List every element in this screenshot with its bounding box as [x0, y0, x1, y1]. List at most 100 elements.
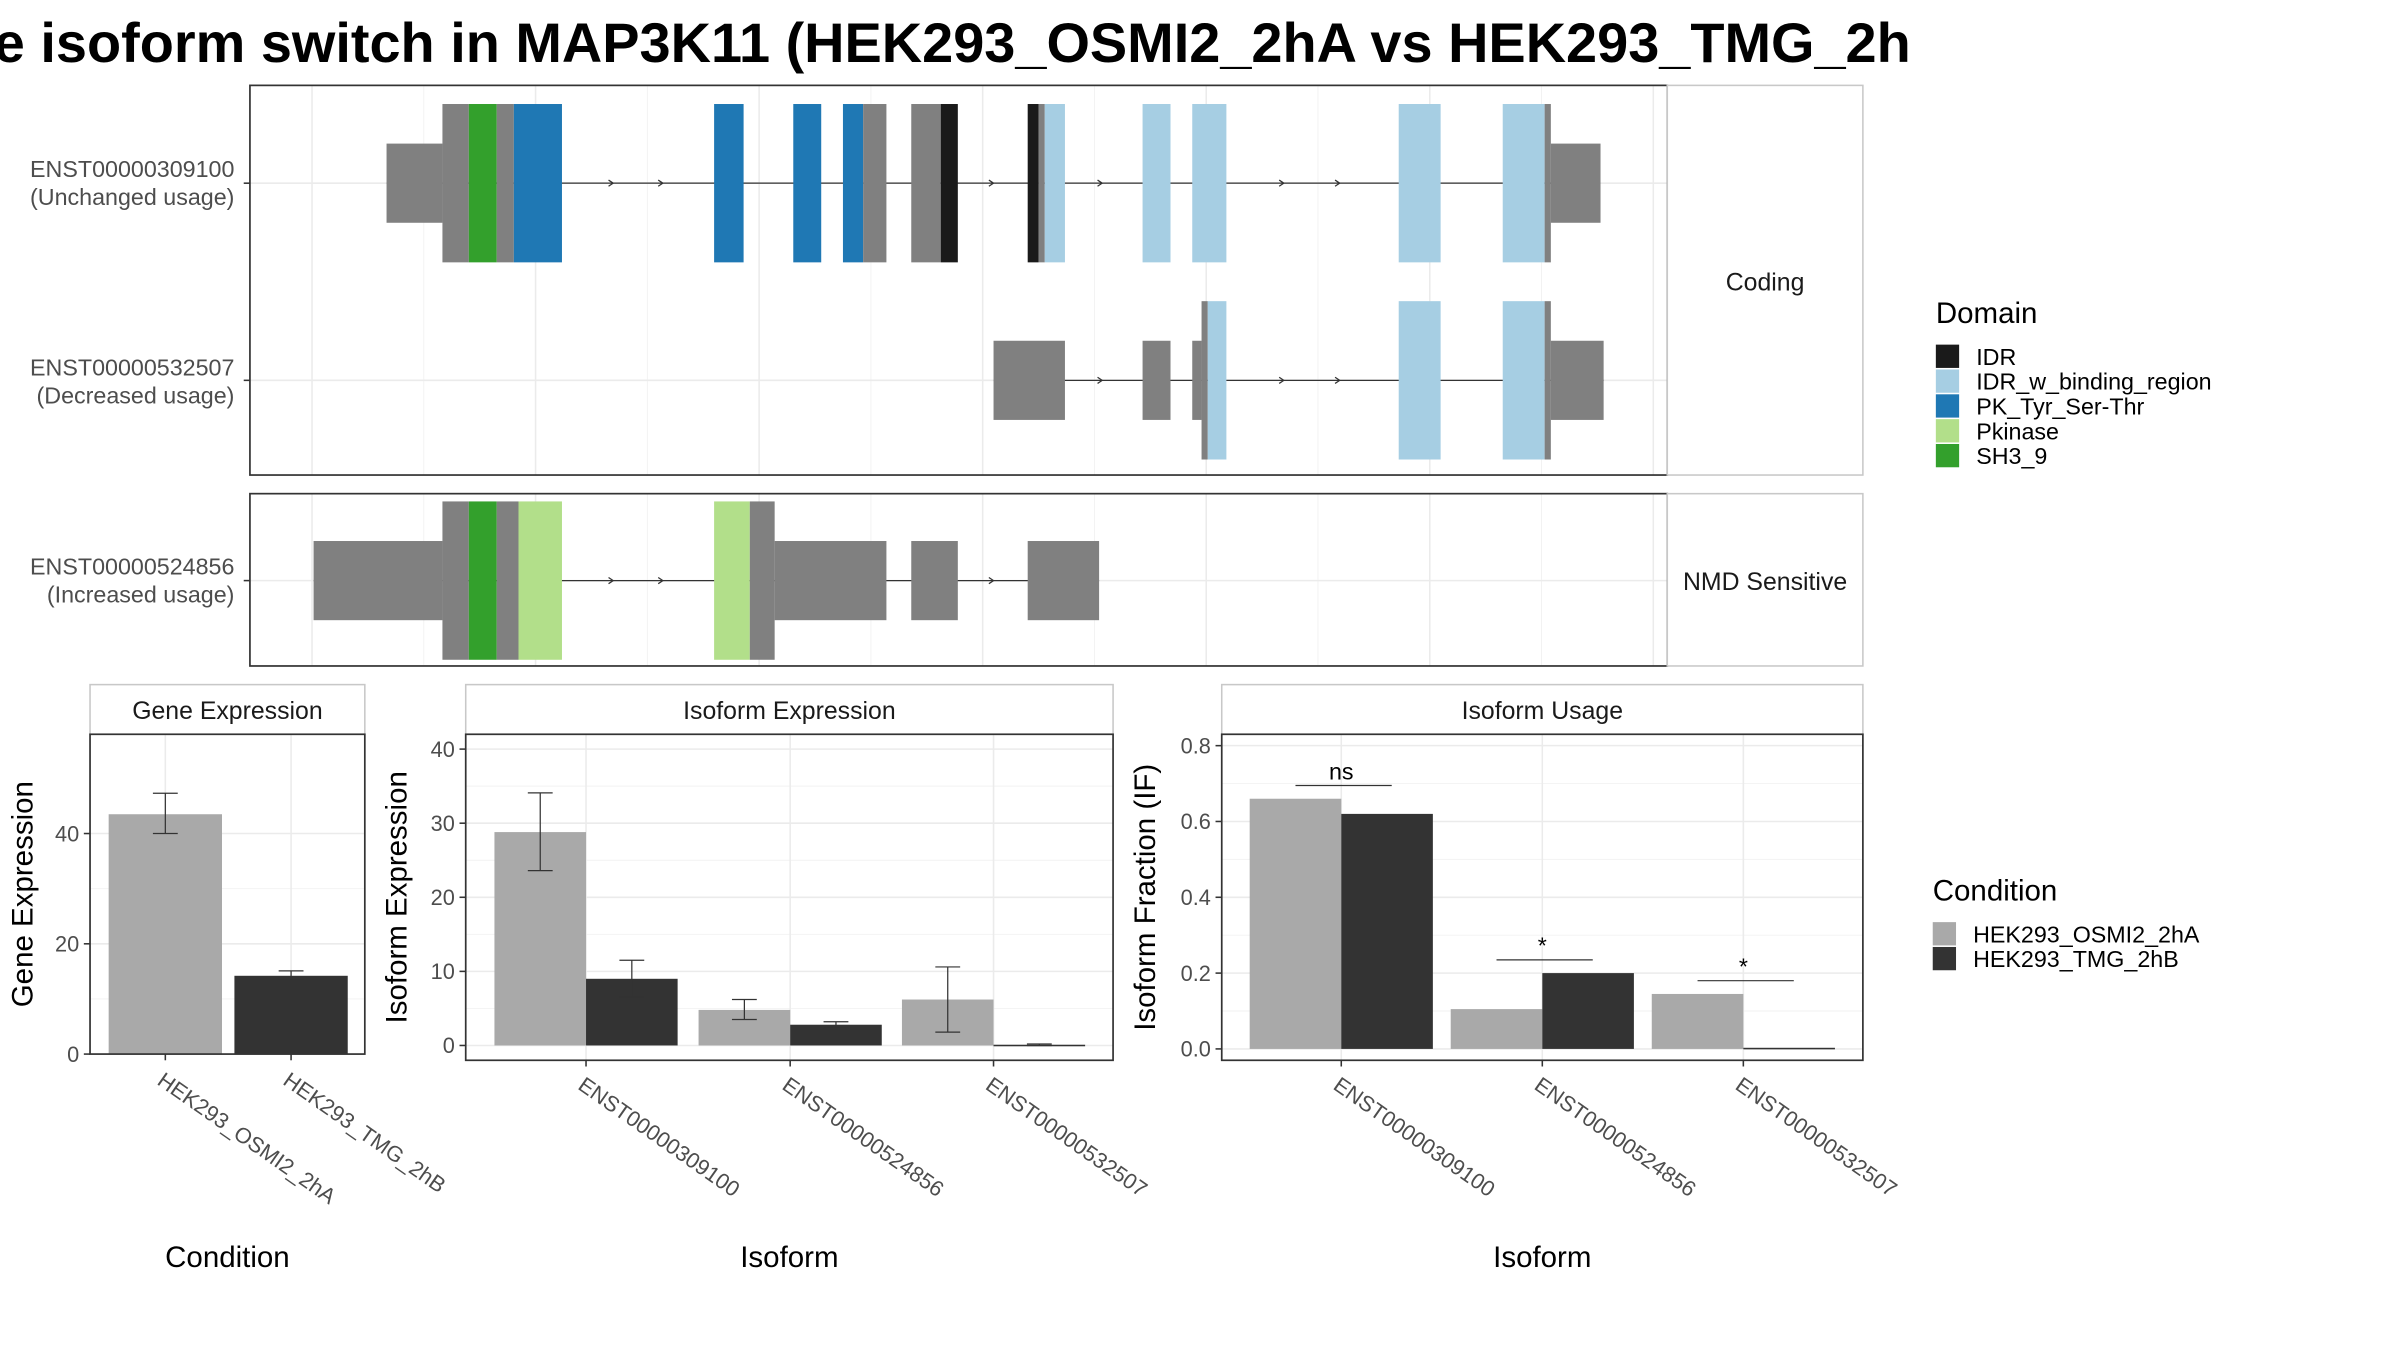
exon-utr-532507 — [1550, 340, 1604, 420]
exon-utr-524856 — [774, 541, 887, 621]
exon-idr-w-binding-region-309100 — [1398, 104, 1441, 263]
intron-arrow — [1097, 179, 1104, 187]
intron-arrow — [1334, 179, 1341, 187]
gene-expression-strip — [89, 683, 366, 736]
x-tick-label: ENST00000309100 — [1329, 1072, 1500, 1202]
nmd-strip-box — [1666, 492, 1864, 667]
structure-marks — [313, 104, 1604, 660]
legend-label-PK-Tyr-Ser-Thr: PK_Tyr_Ser-Thr — [1976, 393, 2144, 419]
transcript-usage-532507: (Decreased usage) — [37, 383, 235, 409]
legend-label-IDR: IDR — [1976, 344, 2016, 370]
exon-cds-309100 — [863, 104, 887, 263]
significance-label: * — [1739, 953, 1748, 979]
intron-arrow — [988, 576, 995, 585]
exon-pk-tyr-ser-thr-309100 — [714, 104, 744, 263]
exon-cds-309100 — [496, 104, 514, 263]
isoform-expression-yticks: 0 10 20 30 40 — [431, 737, 466, 1058]
intron-arrow — [1278, 376, 1285, 384]
y-tick-label: 0 — [67, 1042, 79, 1067]
bar-enst00000524856-tmg — [1542, 973, 1634, 1049]
exon-idr-w-binding-region-532507 — [1398, 301, 1441, 460]
exon-utr-524856 — [911, 541, 958, 621]
y-tick-label: 0.8 — [1181, 733, 1211, 758]
exon-pk-tyr-ser-thr-309100 — [793, 104, 822, 263]
exon-idr-w-binding-region-309100 — [1044, 104, 1065, 263]
transcript-usage-309100: (Unchanged usage) — [30, 184, 234, 210]
y-tick-label: 30 — [431, 811, 455, 836]
y-tick-label: 0.0 — [1181, 1037, 1211, 1062]
exon-idr-w-binding-region-532507 — [1207, 301, 1227, 460]
intron-arrow — [608, 179, 615, 187]
legend-label-osmi2: HEK293_OSMI2_2hA — [1973, 921, 2200, 947]
legend-label-IDR-w-binding-region: IDR_w_binding_region — [1976, 369, 2211, 395]
coding-strip-box — [1666, 84, 1864, 476]
exon-idr-309100 — [1027, 104, 1039, 263]
exon-idr-w-binding-region-309100 — [1142, 104, 1171, 263]
nmd-strip-label: NMD Sensitive — [1683, 569, 1847, 596]
isoform-usage-xlabel: Isoform — [1493, 1241, 1591, 1274]
exon-utr-532507 — [1142, 340, 1171, 420]
bar-gene-hek293-osmi2-2ha — [108, 814, 222, 1055]
isoform-usage-yticks: 0.0 0.2 0.4 0.6 0.8 — [1181, 733, 1222, 1062]
bar-gene-hek293-tmg-2hb — [234, 975, 348, 1055]
legend-key-Pkinase — [1935, 419, 1960, 443]
bar-enst00000532507-tmg — [1743, 1047, 1835, 1050]
bar-enst00000309100-osmi2 — [1249, 798, 1342, 1049]
isoform-usage-bars: ns * * — [1249, 758, 1835, 1050]
legend-key-PK-Tyr-Ser-Thr — [1935, 394, 1960, 418]
exon-utr-524856 — [313, 541, 443, 621]
x-tick-label: ENST00000309100 — [574, 1072, 745, 1202]
isoform-usage-title: Isoform Usage — [1462, 698, 1623, 725]
exon-cds-532507 — [1544, 301, 1551, 460]
y-tick-label: 40 — [431, 737, 455, 762]
exon-utr-532507 — [1192, 340, 1202, 420]
exon-utr-524856 — [1027, 541, 1100, 621]
exon-cds-532507 — [1201, 301, 1208, 460]
legend-key-IDR — [1935, 344, 1960, 368]
isoform-usage-xticks: ENST00000309100 ENST00000524856 ENST000005… — [1329, 1060, 1902, 1202]
y-tick-label: 20 — [55, 932, 79, 957]
intron-arrow — [1334, 376, 1341, 384]
exon-cds-524856 — [496, 501, 519, 660]
exon-pkinase-524856 — [518, 501, 562, 660]
exon-pk-tyr-ser-thr-309100 — [513, 104, 562, 263]
exon-cds-309100 — [1038, 104, 1045, 263]
isoform-usage-chart: Isoform Usage ns * * 0.0 0.2 0.4 0.6 0.8 ENST0… — [1129, 683, 1902, 1274]
isoform-expression-bars — [494, 792, 1086, 1047]
exon-utr-532507 — [993, 340, 1065, 420]
exon-cds-524856 — [749, 501, 775, 660]
exon-idr-w-binding-region-309100 — [1502, 104, 1545, 263]
transcript-label-532507: ENST00000532507 — [30, 355, 234, 381]
intron-arrow — [608, 576, 615, 585]
isoform-expression-xlabel: Isoform — [740, 1241, 838, 1274]
transcript-label-309100: ENST00000309100 — [30, 156, 234, 182]
y-tick-label: 0 — [443, 1033, 455, 1058]
y-tick-label: 0.4 — [1181, 885, 1211, 910]
condition-legend-title: Condition — [1933, 874, 2058, 907]
isoform-expression-xticks: ENST00000309100 ENST00000524856 ENST000005… — [574, 1060, 1152, 1202]
x-tick-label: ENST00000532507 — [981, 1072, 1152, 1202]
exon-idr-309100 — [940, 104, 958, 263]
domain-legend: Domain IDR IDR_w_binding_region PK_Tyr_S… — [1935, 297, 2212, 469]
gene-expression-ylabel: Gene Expression — [7, 781, 40, 1007]
exon-cds-309100 — [911, 104, 941, 263]
transcript-label-524856: ENST00000524856 — [30, 553, 234, 579]
legend-key-osmi2 — [1932, 922, 1957, 946]
bar-enst00000309100-tmg — [1341, 813, 1433, 1049]
intron-arrow — [1097, 376, 1104, 384]
significance-label: * — [1538, 933, 1547, 959]
y-tick-label: 10 — [431, 959, 455, 984]
exon-cds-309100 — [1544, 104, 1551, 263]
bar-enst00000532507-osmi2 — [1651, 993, 1744, 1049]
gene-expression-title: Gene Expression — [132, 698, 322, 725]
exon-cds-524856 — [442, 501, 469, 660]
isoform-expression-ylabel: Isoform Expression — [381, 771, 414, 1023]
x-tick-label: ENST00000524856 — [1530, 1072, 1701, 1202]
condition-legend: Condition HEK293_OSMI2_2hA HEK293_TMG_2h… — [1932, 874, 2200, 972]
transcript-usage-524856: (Increased usage) — [47, 581, 235, 607]
y-tick-label: 0.6 — [1181, 809, 1211, 834]
gene-expression-bars — [108, 792, 348, 1055]
